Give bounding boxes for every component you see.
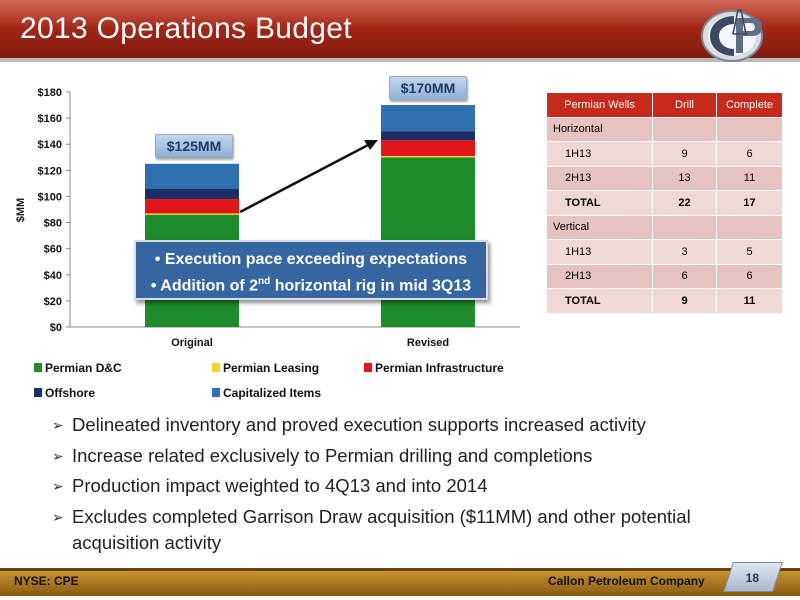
y-tick-label: $100 bbox=[38, 191, 62, 203]
table-header: Permian Wells bbox=[546, 92, 653, 118]
y-tick-label: $140 bbox=[38, 139, 62, 151]
footer-company: Callon Petroleum Company bbox=[548, 574, 705, 588]
table-row: Vertical bbox=[546, 214, 783, 240]
arrow-bullet-icon: ➢ bbox=[52, 478, 64, 494]
footer-ticker: NYSE: CPE bbox=[14, 574, 79, 588]
y-tick-label: $60 bbox=[44, 244, 62, 256]
bar-segment-offshore bbox=[381, 131, 475, 141]
trend-arrow-line bbox=[239, 142, 371, 214]
table-cell-drill: 22 bbox=[652, 190, 717, 216]
legend-swatch bbox=[34, 388, 42, 397]
table-row: 2H13 13 11 bbox=[546, 165, 783, 191]
table-row: 1H13 9 6 bbox=[546, 141, 783, 167]
bullet-item: ➢ Increase related exclusively to Permian… bbox=[52, 441, 782, 472]
table-row: 2H13 6 6 bbox=[546, 263, 783, 289]
table-cell-complete: 11 bbox=[716, 288, 783, 314]
table-cell-drill bbox=[652, 214, 717, 240]
category-label: Revised bbox=[407, 337, 449, 349]
legend-swatch bbox=[212, 363, 220, 372]
chart-legend: Permian D&C Permian Leasing Permian Infras… bbox=[34, 361, 504, 400]
bullet-item: ➢ Production impact weighted to 4Q13 and … bbox=[52, 471, 782, 502]
arrow-bullet-icon: ➢ bbox=[52, 417, 64, 433]
arrow-bullet-icon: ➢ bbox=[52, 508, 64, 525]
callout-original-total: $125MM bbox=[155, 134, 233, 158]
bar-segment-permian-infrastructure bbox=[381, 140, 475, 156]
bar-segment-permian-infrastructure bbox=[145, 199, 239, 214]
y-tick-label: $160 bbox=[38, 113, 62, 125]
legend-label: Permian Leasing bbox=[223, 361, 319, 375]
y-tick-label: $120 bbox=[38, 165, 62, 177]
table-row: 1H13 3 5 bbox=[546, 239, 783, 265]
bullet-item: ➢ Delineated inventory and proved executi… bbox=[52, 410, 782, 441]
callout-revised-total: $170MM bbox=[389, 76, 467, 100]
table-row: TOTAL 22 17 bbox=[546, 190, 783, 216]
legend-label: Permian Infrastructure bbox=[375, 361, 504, 375]
category-label: Original bbox=[171, 337, 213, 349]
execution-note: • Execution pace exceeding expectations … bbox=[134, 240, 488, 300]
table-cell-label: 1H13 bbox=[546, 141, 653, 167]
bar-segment-capitalized-items bbox=[381, 105, 475, 132]
bullet-list: ➢ Delineated inventory and proved executi… bbox=[52, 410, 782, 556]
legend-swatch bbox=[34, 363, 42, 372]
table-cell-label: 2H13 bbox=[546, 263, 653, 289]
table-cell-complete: 17 bbox=[716, 190, 783, 216]
table-cell-complete bbox=[716, 214, 783, 240]
table-header: Complete bbox=[716, 92, 783, 118]
table-cell-complete: 5 bbox=[716, 239, 783, 265]
table-cell-drill bbox=[652, 116, 717, 142]
table-cell-complete: 6 bbox=[716, 263, 783, 289]
note-line-2: • Addition of 2nd horizontal rig in mid … bbox=[150, 276, 472, 295]
y-tick-label: $180 bbox=[38, 87, 62, 99]
table-cell-label: 2H13 bbox=[546, 165, 653, 191]
bar-segment-permian-leasing bbox=[145, 213, 239, 215]
table-cell-drill: 3 bbox=[652, 239, 717, 265]
table-cell-drill: 13 bbox=[652, 165, 717, 191]
y-axis-label: $MM bbox=[15, 198, 27, 222]
company-logo-icon bbox=[701, 9, 763, 62]
table-cell-label: Vertical bbox=[546, 214, 653, 240]
table-cell-complete: 6 bbox=[716, 141, 783, 167]
legend-label: Offshore bbox=[45, 386, 95, 400]
bullet-item: ➢ Excludes completed Garrison Draw acquis… bbox=[52, 505, 691, 553]
table-cell-label: 1H13 bbox=[546, 239, 653, 265]
legend-swatch bbox=[212, 388, 220, 397]
bar-segment-offshore bbox=[145, 188, 239, 200]
y-tick-label: $20 bbox=[44, 296, 62, 308]
table-cell-complete: 11 bbox=[716, 165, 783, 191]
title-bar: 2013 Operations Budget bbox=[0, 0, 800, 62]
table-cell-label: TOTAL bbox=[546, 190, 653, 216]
slide-title: 2013 Operations Budget bbox=[20, 12, 352, 45]
permian-wells-table: Permian Wells Drill Complete Horizontal 1… bbox=[546, 92, 783, 314]
table-cell-label: TOTAL bbox=[546, 288, 653, 314]
y-tick-label: $40 bbox=[44, 270, 62, 282]
bar-segment-capitalized-items bbox=[145, 163, 239, 189]
table-cell-drill: 6 bbox=[652, 263, 717, 289]
table-row: TOTAL 9 11 bbox=[546, 288, 783, 314]
table-cell-complete bbox=[716, 116, 783, 142]
table-cell-label: Horizontal bbox=[546, 116, 653, 142]
table-header: Drill bbox=[652, 92, 717, 118]
legend-label: Capitalized Items bbox=[223, 386, 321, 400]
page-number: 18 bbox=[723, 562, 783, 592]
legend-swatch bbox=[364, 363, 372, 372]
table-cell-drill: 9 bbox=[652, 141, 717, 167]
table-cell-drill: 9 bbox=[652, 288, 717, 314]
table-row: Horizontal bbox=[546, 116, 783, 142]
y-tick-label: $0 bbox=[50, 322, 62, 334]
legend-label: Permian D&C bbox=[45, 361, 122, 375]
budget-chart: $0 $20 $40 $60 $80 $100 $120 $140 $160 $180 Origi… bbox=[15, 87, 520, 400]
x-axis: Original Revised bbox=[171, 337, 449, 349]
footer-bar bbox=[0, 568, 800, 596]
trend-arrow-head bbox=[364, 140, 378, 150]
note-line-1: • Execution pace exceeding expectations bbox=[154, 251, 468, 268]
y-tick-label: $80 bbox=[44, 218, 62, 230]
y-axis: $0 $20 $40 $60 $80 $100 $120 $140 $160 $180 bbox=[38, 87, 520, 334]
arrow-bullet-icon: ➢ bbox=[52, 447, 64, 464]
bar-segment-permian-leasing bbox=[381, 155, 475, 158]
